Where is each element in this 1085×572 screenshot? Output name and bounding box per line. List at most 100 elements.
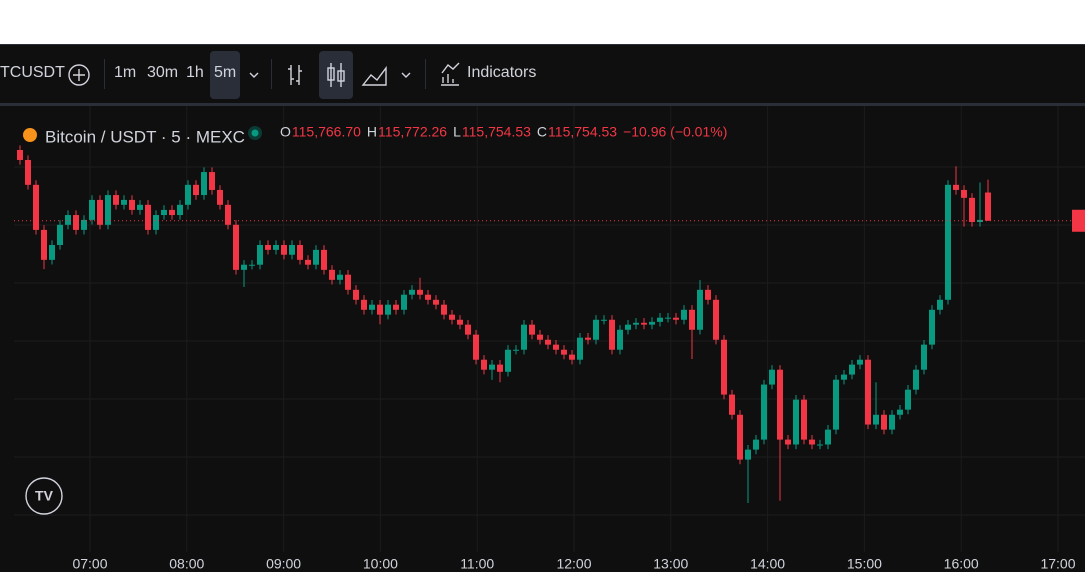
grid [14, 106, 1085, 552]
candle-body [393, 304, 399, 310]
candle-body [553, 344, 559, 350]
candle-body [713, 299, 719, 340]
time-label: 16:00 [944, 556, 979, 571]
candle-body [345, 274, 351, 290]
candle-body [905, 389, 911, 410]
candle-body [521, 324, 527, 350]
candle-body [889, 414, 895, 430]
candle-body [49, 244, 55, 260]
candle-body [89, 199, 95, 220]
candle-body [233, 224, 239, 270]
candle-body [137, 204, 143, 210]
candle-body [113, 195, 119, 205]
candle-body [745, 449, 751, 460]
candle-body [145, 204, 151, 230]
tv-logo-text: TV [35, 488, 54, 504]
candle-body [577, 337, 583, 360]
ohlc-key: C [537, 124, 547, 140]
candle-body [153, 215, 159, 230]
candle-body [385, 304, 391, 315]
candle-body [937, 299, 943, 310]
candle-body [313, 249, 319, 265]
status-dot [251, 129, 259, 137]
time-label: 11:00 [460, 556, 494, 571]
time-label: 12:00 [556, 556, 591, 571]
candle-body [849, 364, 855, 375]
interval[interactable]: 1h [186, 64, 204, 81]
ohlc-value: 115,766.70 [292, 124, 361, 140]
candle-body [841, 374, 847, 380]
active-interval-bg [210, 51, 240, 99]
candle-body [225, 204, 231, 225]
candles [17, 145, 991, 504]
candle-body [289, 244, 295, 255]
tv-logo[interactable] [25, 477, 63, 515]
candle-body [257, 244, 263, 265]
candle-body [185, 184, 191, 205]
candle-body [633, 322, 639, 325]
candle-body [665, 317, 671, 319]
candle-body [705, 289, 711, 300]
candle-body [985, 192, 991, 221]
candle-body [593, 319, 599, 340]
candle-body [681, 309, 687, 320]
candle-body [377, 304, 383, 315]
candle-body [169, 209, 175, 216]
candle-body [409, 289, 415, 295]
candle-body [417, 289, 423, 295]
candle-body [121, 199, 127, 205]
candle-body [41, 229, 47, 260]
ohlc-value: 115,754.53 [462, 124, 531, 140]
candle-body [105, 195, 111, 225]
candle-body [465, 324, 471, 335]
candle-body [425, 294, 431, 300]
time-label: 14:00 [750, 556, 785, 571]
candle-body [545, 339, 551, 345]
candle-body [353, 289, 359, 300]
candle-body [369, 304, 375, 310]
candle-body [241, 264, 247, 270]
candle-body [561, 349, 567, 355]
symbol[interactable]: TCUSDT [0, 64, 65, 81]
candle-body [689, 309, 695, 330]
interval[interactable]: 1m [114, 64, 137, 81]
candle-body [329, 269, 335, 280]
candle-body [641, 322, 647, 325]
candle-body [897, 409, 903, 415]
candle-body [825, 429, 831, 445]
candle-body [177, 204, 183, 216]
candle-body [265, 244, 271, 250]
candle-body [873, 414, 879, 425]
candle-body [281, 244, 287, 255]
candle-body [297, 244, 303, 260]
ohlc-key: O [280, 124, 291, 140]
candle-body [529, 324, 535, 335]
candle-body [129, 199, 135, 210]
candle-body [537, 334, 543, 340]
candle-body [785, 439, 791, 445]
candle-body [161, 209, 167, 216]
candle-body [65, 215, 71, 225]
price-label-bg [1072, 209, 1085, 232]
legend-title: Bitcoin / USDT · 5 · MEXC [45, 127, 245, 146]
candle-body [217, 189, 223, 205]
indicators-button[interactable]: Indicators [467, 64, 537, 81]
interval[interactable]: 5m [214, 64, 237, 81]
candle-body [761, 384, 767, 440]
candle-body [977, 219, 983, 222]
time-label: 07:00 [72, 556, 107, 571]
time-label: 09:00 [266, 556, 301, 571]
candle-body [401, 294, 407, 310]
candle-body [209, 172, 215, 190]
candle-body [33, 184, 39, 230]
interval[interactable]: 30m [147, 64, 179, 81]
candle-body [801, 399, 807, 440]
candle-body [945, 184, 951, 300]
ohlc-legend: O 115,766.70 H 115,772.26 L 115,754.53 C 115,75… [280, 124, 727, 140]
time-label: 17:00 [1040, 556, 1075, 571]
candle-body [97, 199, 103, 225]
time-label: 10:00 [363, 556, 398, 571]
candle-body [441, 304, 447, 315]
candle-body [201, 172, 207, 196]
